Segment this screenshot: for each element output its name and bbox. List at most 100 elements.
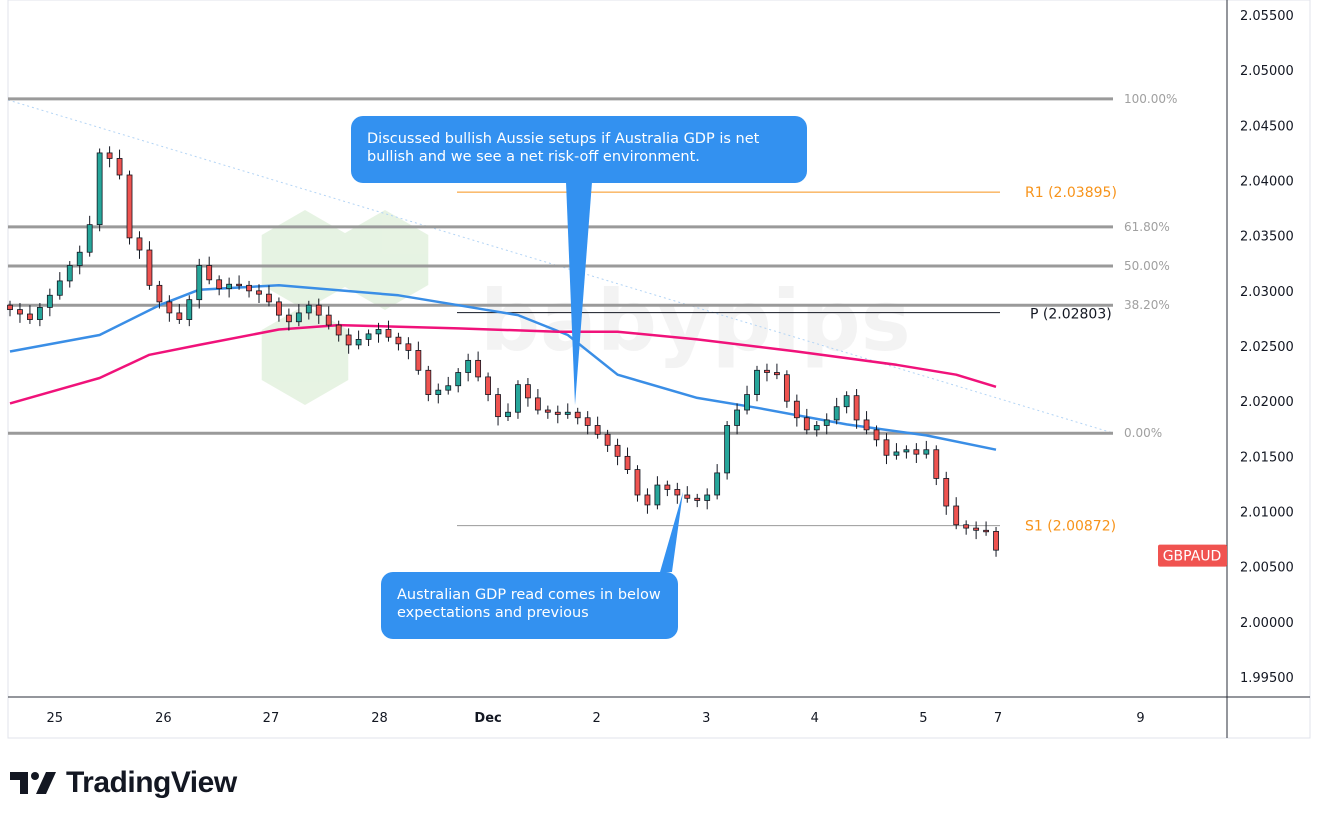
candle [823, 413, 830, 435]
candle-body [216, 279, 223, 290]
candle-body [36, 307, 43, 320]
candle [256, 284, 262, 303]
annotation-bottom-pointer [660, 492, 683, 572]
candle-body [405, 343, 412, 351]
candle-body [664, 484, 671, 490]
candle [923, 440, 930, 459]
candle [86, 215, 93, 257]
candle [574, 407, 581, 425]
candle-body [246, 284, 252, 292]
candle [76, 245, 83, 275]
pivot-label: P (2.02803) [1030, 307, 1112, 323]
candle-body [913, 449, 920, 455]
moving-average-line [9, 284, 997, 451]
candle-body [206, 265, 213, 281]
candle-body [126, 174, 133, 239]
fib-level-label: 61.80% [1124, 220, 1170, 234]
time-axis-label: 26 [155, 711, 172, 726]
price-axis-label: 2.05500 [1240, 9, 1294, 24]
candle [56, 272, 63, 300]
candle [445, 376, 452, 395]
price-axis-label: 2.00500 [1240, 561, 1294, 576]
time-axis-label: 9 [1136, 711, 1144, 726]
candle [176, 304, 183, 324]
candle-body [973, 527, 980, 531]
candle-body [544, 409, 551, 413]
candle-body [604, 433, 611, 446]
price-axis-label: 2.03000 [1240, 285, 1294, 300]
candle [903, 445, 910, 459]
candle-body [584, 417, 591, 426]
candle-body [754, 369, 760, 395]
candle-body [66, 265, 73, 282]
candles [7, 146, 999, 557]
candle [335, 320, 342, 342]
candle-body [236, 283, 242, 287]
price-axis-label: 2.01000 [1240, 506, 1294, 521]
tradingview-logo[interactable]: TradingView [10, 766, 237, 800]
candle-body [295, 312, 302, 323]
watermark-text: babypips [480, 272, 911, 370]
candle-body [943, 478, 950, 507]
dotted-trendline [7, 99, 1114, 434]
candle [704, 488, 711, 510]
candle-body [276, 301, 282, 316]
candle [953, 497, 960, 530]
candle [783, 370, 790, 408]
candle [106, 146, 113, 168]
candle [793, 394, 800, 427]
fib-level-label: 50.00% [1124, 259, 1170, 273]
candle [96, 148, 103, 232]
price-axis-label: 2.00000 [1240, 616, 1294, 631]
candle-body [455, 372, 462, 387]
candle-body [594, 425, 601, 435]
candle-body [56, 280, 63, 296]
candle-body [465, 359, 472, 373]
candle-body [76, 251, 83, 266]
candle-body [783, 374, 790, 402]
candle [505, 403, 511, 422]
candle [146, 241, 153, 290]
candle [843, 391, 850, 414]
candle [266, 285, 272, 307]
candle [644, 488, 651, 514]
candle-body [425, 369, 432, 395]
candle [943, 471, 950, 515]
candle-body [355, 338, 362, 346]
candle [475, 351, 482, 382]
annotation-top: Discussed bullish Aussie setups if Austr… [351, 116, 807, 183]
candle-body [445, 385, 452, 391]
candle [534, 389, 541, 415]
candle [963, 520, 970, 535]
candle-body [823, 419, 830, 426]
candle [853, 389, 860, 429]
candle-body [634, 469, 641, 496]
candle-body [116, 158, 123, 176]
candle [375, 322, 382, 343]
candle [46, 288, 53, 317]
watermark-hexagon [261, 305, 349, 405]
candle [873, 425, 880, 447]
candle [594, 416, 601, 439]
candle-body [953, 505, 960, 526]
candle-body [534, 397, 541, 411]
candle [883, 433, 890, 465]
candle-body [435, 389, 442, 395]
candle-body [515, 384, 521, 413]
price-chart[interactable]: babypips 100.00% 61.80% 50.00% 38.20% 0.00% R1… [0, 0, 1325, 745]
candle-body [345, 334, 352, 346]
candle [664, 480, 671, 497]
candle-body [574, 411, 581, 419]
candle-body [156, 284, 163, 303]
candle [285, 308, 292, 331]
candle [126, 170, 133, 245]
candle-body [525, 384, 531, 399]
candle-body [644, 494, 651, 506]
candle [734, 403, 740, 435]
candle-body [734, 409, 740, 426]
candle-body [883, 439, 890, 456]
tradingview-brand: TradingView [66, 766, 237, 799]
candle [754, 365, 760, 402]
candle [544, 405, 551, 419]
candle [564, 403, 571, 419]
